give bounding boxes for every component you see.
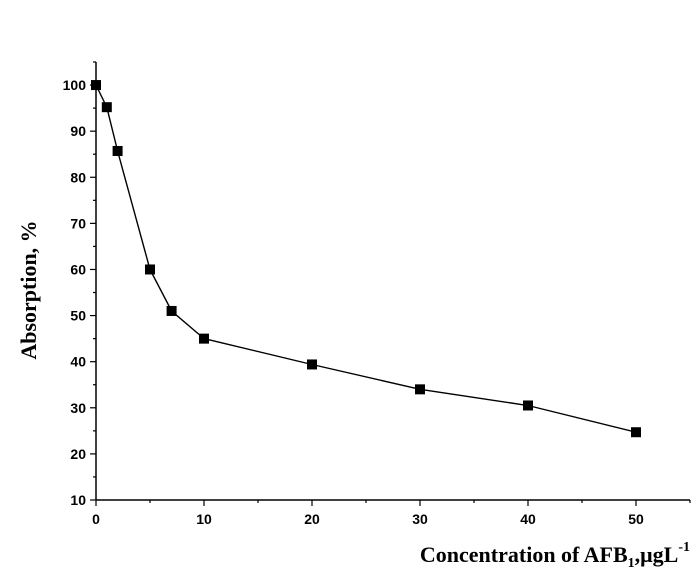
y-tick-label: 60 [70,261,86,277]
markers [91,80,641,438]
data-point [631,427,641,438]
y-tick-label: 90 [70,123,86,139]
data-point [415,384,425,395]
x-axis-title-superscript: -1 [678,540,690,555]
y-ticks: 10 20 30 40 50 60 70 80 90 100 [63,61,96,508]
x-axis-title-main: Concentration of AFB [420,542,628,567]
x-axis-title-subscript: 1 [628,556,635,571]
x-tick-label: 0 [92,511,100,527]
y-tick-label: 50 [70,308,86,324]
y-axis-title: Absorption, % [16,220,41,359]
y-tick-label: 70 [70,215,86,231]
axes [95,62,690,501]
data-point [166,305,177,316]
data-point [91,80,101,91]
y-tick-label: 20 [70,446,86,462]
y-tick-label: 80 [70,169,86,185]
x-ticks: 0 10 20 30 40 50 [92,500,691,527]
y-tick-label: 30 [70,400,86,416]
x-axis-title-unit: ,μgL [635,542,679,567]
x-tick-label: 40 [520,511,536,527]
x-tick-label: 30 [412,511,428,527]
x-tick-label: 50 [628,511,644,527]
y-tick-label: 10 [70,492,86,508]
series-line [95,84,637,433]
plot-area [91,80,641,438]
x-tick-label: 10 [196,511,212,527]
data-point [199,333,209,344]
y-tick-label: 40 [70,354,86,370]
y-tick-label: 100 [63,77,87,93]
x-axis-title: Concentration of AFB1,μgL-1 [420,540,690,571]
data-point [112,145,123,156]
x-tick-label: 20 [304,511,320,527]
data-point [101,102,112,113]
data-point [523,400,533,411]
data-point [307,359,317,370]
data-point [145,264,155,275]
